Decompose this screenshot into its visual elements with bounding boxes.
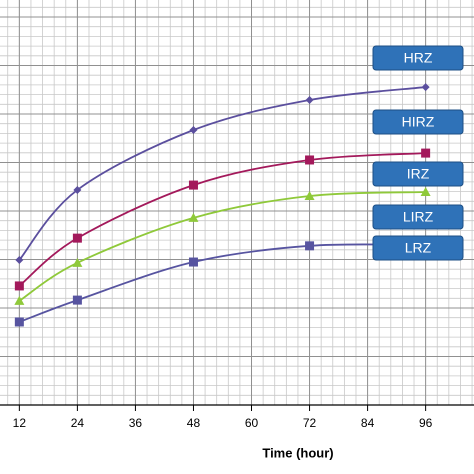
annotation: HRZ <box>372 45 464 71</box>
annotation-text: LRZ <box>405 240 432 256</box>
point <box>72 257 83 267</box>
point <box>420 186 431 196</box>
point <box>421 83 430 92</box>
series-line <box>19 243 426 323</box>
x-tick-label: 60 <box>245 416 259 430</box>
annotation-text: HRZ <box>404 50 433 66</box>
annotation-box <box>372 204 464 230</box>
x-tick-label: 36 <box>129 416 143 430</box>
annotation-text: LIRZ <box>403 209 434 225</box>
annotation-text: HIRZ <box>402 114 435 130</box>
point <box>305 241 315 251</box>
point <box>188 212 199 222</box>
annotation-box <box>372 161 464 187</box>
x-tick-label: 84 <box>361 416 375 430</box>
x-tick-label: 24 <box>71 416 85 430</box>
x-tick-label: 48 <box>187 416 201 430</box>
x-tick-label: 96 <box>419 416 433 430</box>
point <box>305 96 314 105</box>
x-axis-label: Time (hour) <box>262 445 333 460</box>
point <box>72 295 82 305</box>
point <box>188 180 198 190</box>
annotation: LRZ <box>372 235 464 261</box>
point <box>304 191 315 201</box>
point <box>14 317 24 327</box>
annotation-box <box>372 45 464 71</box>
point <box>73 185 82 194</box>
x-tick-label: 12 <box>13 416 27 430</box>
point <box>421 148 431 158</box>
point <box>14 295 25 305</box>
annotation-text: IRZ <box>407 166 430 182</box>
point <box>14 281 24 291</box>
annotation: IRZ <box>372 161 464 187</box>
point <box>15 256 24 265</box>
annotation-box <box>372 235 464 261</box>
annotation: LIRZ <box>372 204 464 230</box>
point <box>188 257 198 267</box>
annotation: HIRZ <box>372 109 464 135</box>
x-tick-label: 72 <box>303 416 317 430</box>
point <box>305 155 315 165</box>
annotation-box <box>372 109 464 135</box>
point <box>72 233 82 243</box>
point <box>189 126 198 135</box>
series-line <box>18 191 426 302</box>
